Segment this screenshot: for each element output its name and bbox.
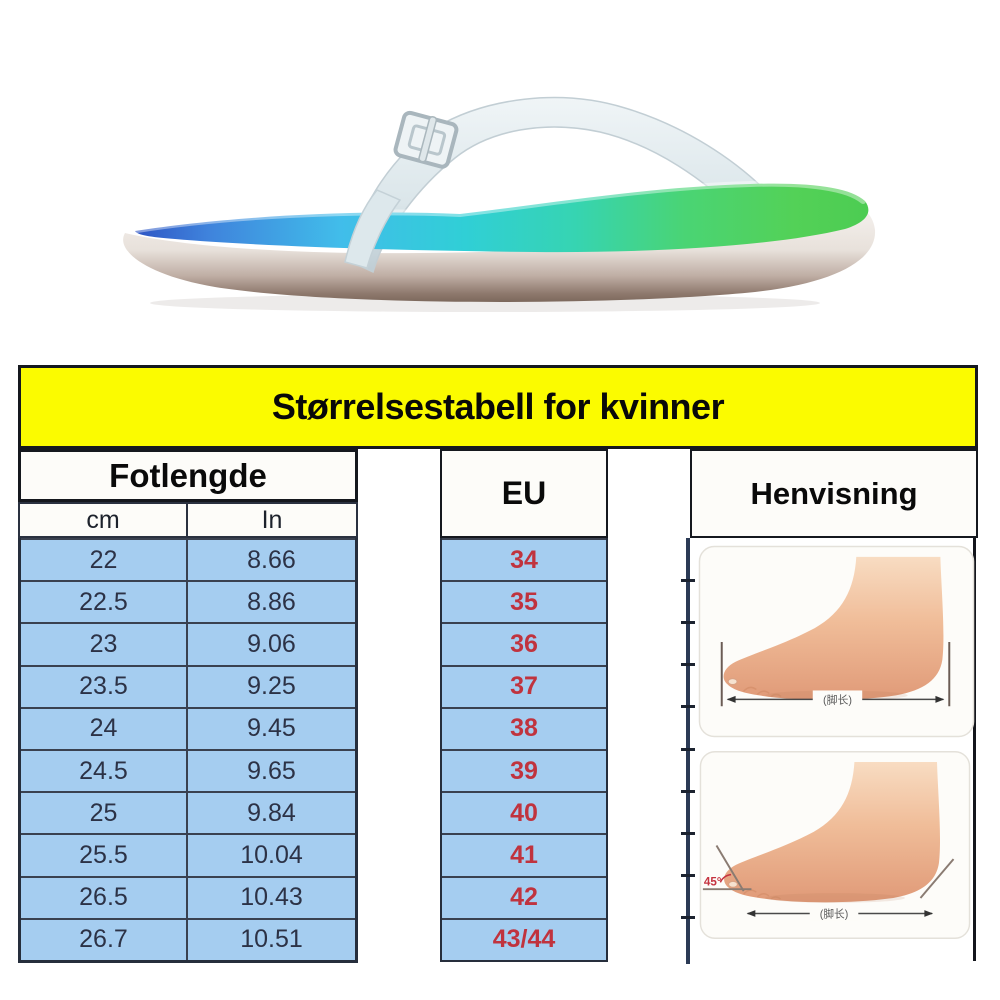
cell-cm: 25.5: [21, 833, 188, 876]
cell-in: 9.06: [188, 622, 355, 665]
foot-length-table: 22 8.66 22.5 8.86 23 9.06 23.5 9.25 24 9.45 24.5 9.…: [18, 538, 358, 963]
cell-in: 8.66: [188, 538, 355, 581]
row-tick: [681, 705, 695, 709]
foot-length-label: (脚长): [823, 692, 852, 706]
cell-cm: 24.5: [21, 748, 188, 792]
length-measurement: [720, 641, 951, 707]
length-arrow: (脚长): [746, 904, 934, 920]
cell-eu: 40: [442, 791, 606, 834]
cell-in: 10.51: [188, 917, 355, 960]
reference-column-left-border: [686, 538, 690, 964]
row-tick: [681, 663, 695, 667]
header-eu: EU: [440, 449, 608, 538]
size-chart-title: Størrelsestabell for kvinner: [18, 365, 978, 449]
cell-in: 9.84: [188, 791, 355, 834]
cell-in: 9.45: [188, 706, 355, 749]
header-in: In: [186, 502, 358, 538]
length-arrow: (脚长): [726, 690, 945, 706]
foot-measure-diagram-straight: (脚长): [698, 545, 975, 738]
cell-cm: 22: [21, 538, 188, 581]
cell-eu: 34: [442, 538, 606, 581]
cell-cm: 23.5: [21, 664, 188, 707]
eu-size-table: 34 35 36 37 38 39 40 41 42 43/44: [440, 538, 608, 962]
cell-in: 9.65: [188, 748, 355, 792]
cell-eu: 37: [442, 664, 606, 707]
cell-eu: 43/44: [442, 917, 606, 960]
cell-eu: 38: [442, 706, 606, 749]
sandal-image: [123, 96, 876, 312]
cell-in: 10.43: [188, 875, 355, 918]
cell-cm: 23: [21, 622, 188, 665]
cell-cm: 22.5: [21, 580, 188, 623]
cell-cm: 26.7: [21, 917, 188, 960]
reference-column-row-ticks: [681, 538, 695, 962]
row-tick: [681, 874, 695, 878]
row-tick: [681, 578, 695, 582]
cell-cm: 24: [21, 706, 188, 749]
cell-eu: 41: [442, 833, 606, 876]
sandal-footbed: [135, 183, 869, 253]
foot-illustration: [724, 761, 941, 903]
cell-eu: 36: [442, 622, 606, 665]
angle-label: 45°: [704, 875, 722, 888]
header-reference: Henvisning: [690, 449, 978, 538]
cell-eu: 42: [442, 875, 606, 918]
row-tick: [681, 747, 695, 751]
row-tick: [681, 916, 695, 920]
cell-in: 8.86: [188, 580, 355, 623]
cell-eu: 39: [442, 748, 606, 792]
foot-length-label: (脚长): [820, 907, 848, 920]
row-tick: [681, 831, 695, 835]
footbed-highlight: [134, 180, 866, 233]
angle-measurement: [702, 844, 955, 899]
sandal-outsole: [123, 201, 876, 302]
foot-measure-diagram-angled: 45° (脚长): [699, 751, 971, 939]
cell-cm: 25: [21, 791, 188, 834]
cell-in: 10.04: [188, 833, 355, 876]
cell-eu: 35: [442, 580, 606, 623]
cell-cm: 26.5: [21, 875, 188, 918]
header-cm: cm: [18, 502, 188, 538]
row-tick: [681, 620, 695, 624]
cell-in: 9.25: [188, 664, 355, 707]
strap-buckle: [393, 110, 459, 169]
reference-column-right-border: [973, 538, 976, 961]
row-tick: [681, 789, 695, 793]
header-foot-length: Fotlengde: [18, 449, 358, 502]
sandal-toe-post: [344, 189, 402, 269]
